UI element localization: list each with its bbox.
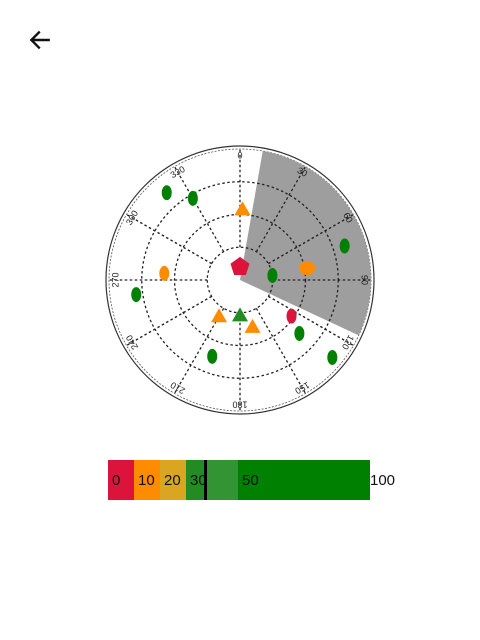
target-triangle (232, 307, 248, 322)
scale-value-marker (204, 460, 207, 500)
target-marker (286, 308, 297, 324)
target-marker (207, 348, 218, 364)
scale-segment-0: 0 (108, 460, 134, 500)
radial-spoke (126, 295, 212, 347)
target-marker (187, 190, 198, 206)
radial-spoke (255, 166, 307, 252)
target-marker (159, 265, 170, 281)
radial-spoke (268, 295, 354, 347)
target-marker (267, 267, 278, 283)
range-ring (173, 213, 307, 347)
scale-label: 30 (190, 472, 207, 489)
angle-label: 0 (237, 150, 242, 160)
angle-label: 270 (110, 272, 120, 287)
scale-label: 100 (370, 472, 396, 489)
color-scale-bar: 0 10 20 30 50 100 (108, 460, 396, 500)
scale-label: 50 (242, 472, 259, 489)
scale-segment-10: 10 (134, 460, 160, 500)
target-marker (294, 325, 305, 341)
scale-label: 0 (112, 472, 121, 489)
angle-label: 60 (341, 211, 355, 225)
target-marker (131, 287, 142, 303)
target-marker (339, 238, 350, 254)
scale-segment-50: 50 (238, 460, 370, 500)
polar-plot: 0 30 60 90 120 150 180 210 240 270 300 330 (105, 145, 375, 415)
radial-spoke (255, 308, 307, 394)
radial-spoke (173, 308, 225, 394)
scale-segment-20: 20 (160, 460, 186, 500)
angle-label: 30 (295, 165, 309, 179)
radial-spoke (126, 213, 212, 265)
target-triangle (211, 308, 228, 323)
target-marker (327, 349, 338, 365)
radial-spoke (173, 166, 225, 252)
arrow-left-icon (29, 30, 50, 50)
target-triangle (244, 318, 261, 333)
scale-label: 20 (164, 472, 181, 489)
target-triangle (234, 201, 251, 216)
scale-segment-30: 30 (186, 460, 238, 500)
radial-spoke (268, 213, 354, 265)
back-button[interactable] (22, 22, 58, 58)
target-marker (161, 185, 172, 201)
target-marker (299, 261, 316, 276)
scale-highlight-band (207, 460, 238, 500)
own-position-pentagon (230, 256, 250, 275)
angle-label: 180 (232, 400, 247, 410)
scale-label: 10 (138, 472, 155, 489)
coverage-sector (240, 150, 372, 336)
angle-label: 90 (360, 275, 370, 285)
